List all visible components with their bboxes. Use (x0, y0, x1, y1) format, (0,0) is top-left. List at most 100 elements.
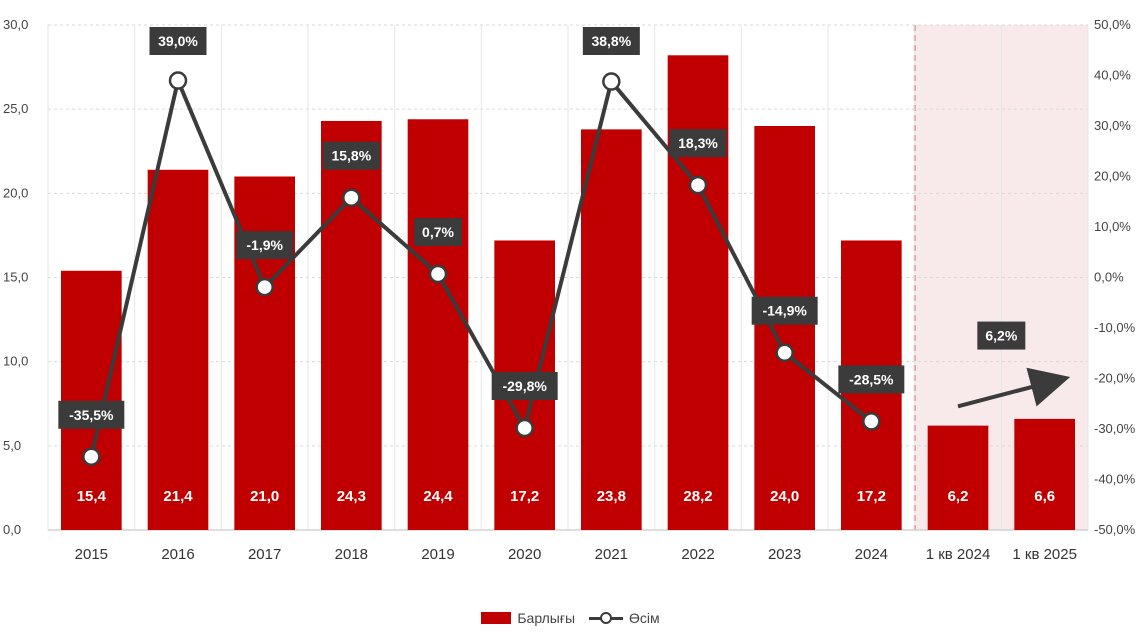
right-axis-tick: 50,0% (1094, 17, 1131, 32)
right-axis-tick: -20,0% (1094, 371, 1136, 386)
legend-item-line[interactable]: Өсім (589, 610, 660, 626)
x-axis-labels: 2015 2016 2017 2018 2019 2020 2021 2022 2023 2024… (75, 546, 1077, 563)
growth-label: 0,7% (422, 224, 454, 240)
legend-bar-label: Барлығы (517, 610, 576, 626)
growth-label-box (582, 27, 640, 55)
x-axis-label: 1 кв 2024 (926, 546, 991, 563)
x-axis-label: 2015 (75, 546, 108, 563)
growth-point (168, 71, 188, 90)
x-axis-label: 2022 (681, 546, 714, 563)
bar-value-label: 6,2 (948, 488, 969, 505)
bar (1014, 418, 1075, 530)
right-axis: -50,0% -40,0% -30,0% -20,0% -10,0% 0,0% 10,0% 2… (1094, 17, 1136, 537)
growth-label: 38,8% (591, 33, 631, 49)
growth-label-box (236, 231, 294, 260)
x-axis-label: 2020 (508, 546, 541, 563)
left-axis-tick: 5,0 (3, 438, 21, 453)
bar (667, 55, 729, 531)
bar-value-label: 24,0 (770, 488, 799, 505)
growth-point (255, 277, 274, 297)
line-series (82, 71, 881, 467)
right-axis-tick: 30,0% (1094, 118, 1131, 133)
right-axis-tick: -10,0% (1094, 320, 1136, 335)
growth-label-box (669, 129, 727, 158)
bar (927, 425, 989, 530)
bar (754, 126, 815, 530)
x-axis-label: 2019 (421, 546, 454, 563)
bar-value-label: 17,2 (510, 488, 539, 505)
growth-label-box (322, 141, 380, 170)
growth-label: -29,8% (502, 378, 547, 394)
growth-label: 39,0% (158, 33, 198, 49)
x-axis-label: 2021 (595, 546, 628, 563)
quarter-growth (957, 367, 1071, 409)
gridlines (47, 24, 1089, 531)
left-axis-tick: 30,0 (3, 17, 28, 32)
right-axis-tick: 40,0% (1094, 68, 1131, 83)
growth-label: -28,5% (849, 371, 894, 387)
growth-label-box (751, 296, 818, 325)
growth-point (602, 72, 621, 91)
growth-point (862, 412, 881, 431)
left-axis-tick: 0,0 (3, 522, 21, 537)
growth-label-box (838, 365, 905, 394)
legend: Барлығы Өсім (0, 610, 1141, 626)
x-axis-label: 2018 (335, 546, 368, 563)
left-axis: 0,0 5,0 10,0 15,0 20,0 25,0 30,0 (3, 17, 28, 537)
growth-label: -1,9% (246, 237, 283, 253)
bar-value-label: 24,3 (337, 488, 366, 505)
growth-point (82, 447, 101, 467)
bar (147, 169, 209, 530)
left-axis-tick: 25,0 (3, 101, 28, 116)
x-axis-label: 2024 (855, 546, 888, 563)
bar-value-label: 6,6 (1034, 488, 1055, 505)
growth-line (89, 78, 873, 458)
growth-label: -14,9% (762, 303, 807, 319)
left-axis-tick: 20,0 (3, 185, 28, 200)
left-axis-tick: 10,0 (3, 354, 28, 369)
bar-value-label: 21,0 (250, 488, 279, 505)
bar-value-label: 15,4 (77, 488, 107, 505)
legend-line-marker (589, 612, 624, 624)
bar-value-label: 21,4 (163, 488, 193, 505)
growth-labels: -35,5% 39,0% -1,9% 15,8% 0,7% -29,8% 38,8% 18,3… (58, 27, 1026, 429)
x-axis-label: 2016 (161, 546, 194, 563)
x-axis-label: 2017 (248, 546, 281, 563)
growth-point (342, 188, 361, 207)
growth-point (428, 264, 448, 284)
left-axis-tick: 15,0 (3, 270, 28, 285)
right-axis-tick: 20,0% (1094, 169, 1131, 184)
growth-label-box (58, 400, 125, 429)
bar (321, 120, 382, 530)
growth-label: 18,3% (678, 135, 718, 151)
growth-label-box (149, 27, 207, 55)
growth-label: -35,5% (69, 407, 114, 423)
quarter-growth-label-box (977, 321, 1026, 350)
bar-value-label: 23,8 (597, 488, 626, 505)
x-axis-label: 1 кв 2025 (1012, 546, 1077, 563)
right-axis-tick: 0,0% (1094, 270, 1124, 285)
growth-label: 15,8% (331, 148, 371, 164)
quarter-growth-arrow (957, 367, 1071, 409)
bar (61, 270, 122, 530)
legend-item-bars[interactable]: Барлығы (481, 610, 575, 626)
right-axis-tick: -30,0% (1094, 421, 1136, 436)
legend-bar-swatch (481, 612, 512, 624)
quarter-growth-label: 6,2% (985, 328, 1017, 344)
growth-point (515, 418, 534, 438)
growth-point (775, 343, 794, 362)
growth-label-box (414, 217, 462, 246)
legend-line-label: Өсім (629, 610, 660, 626)
growth-label-box (491, 371, 558, 400)
bar (581, 129, 642, 530)
bar-value-label: 24,4 (423, 488, 453, 505)
growth-point (688, 175, 708, 195)
bar (234, 176, 295, 530)
bar-value-label: 17,2 (857, 488, 886, 505)
bar (407, 119, 469, 531)
right-axis-tick: -40,0% (1094, 472, 1136, 487)
right-axis-tick: -50,0% (1094, 522, 1136, 537)
bar-value-label: 28,2 (683, 488, 712, 505)
x-axis-label: 2023 (768, 546, 801, 563)
right-axis-tick: 10,0% (1094, 219, 1131, 234)
